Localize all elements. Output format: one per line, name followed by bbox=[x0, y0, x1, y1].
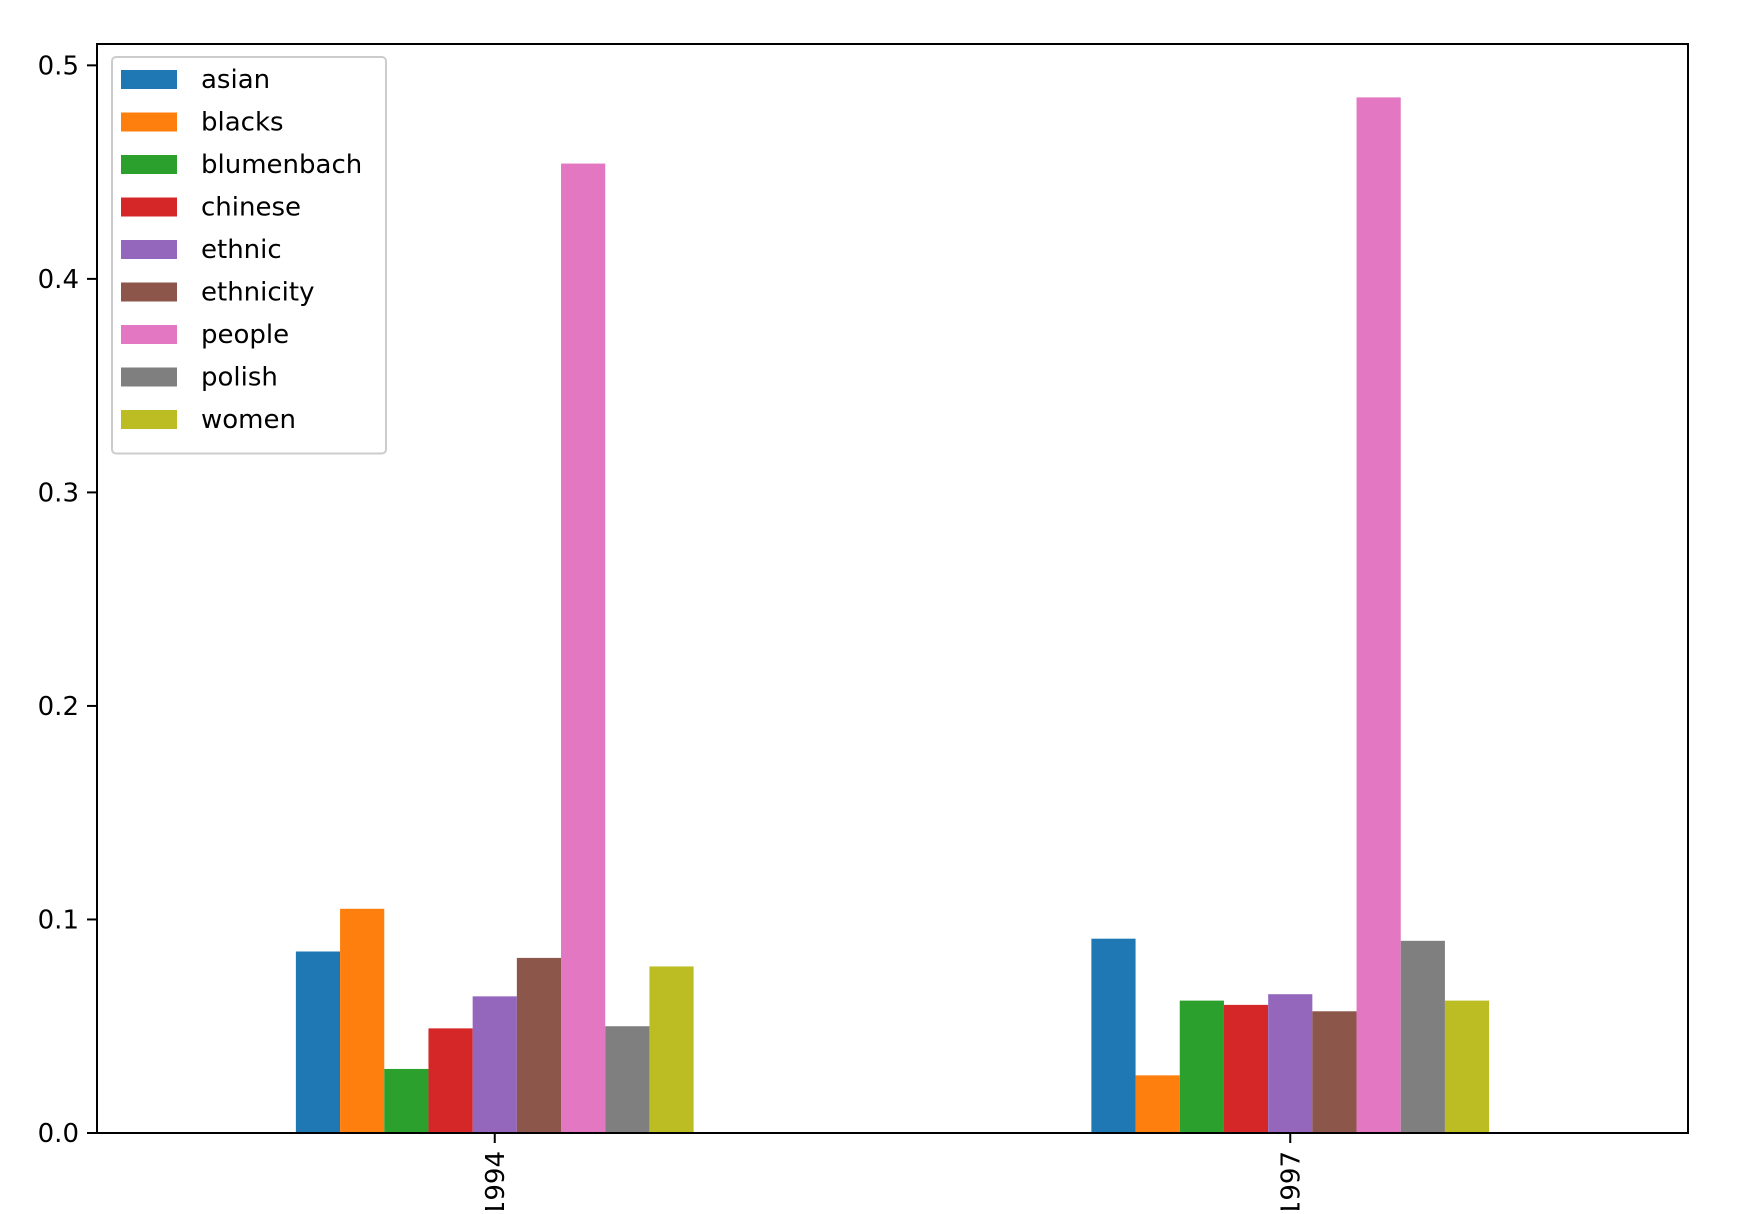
legend-swatch-polish bbox=[121, 367, 177, 387]
legend-frame bbox=[111, 56, 387, 455]
bar-blumenbach-1997 bbox=[1179, 1000, 1224, 1133]
y-tick-label: 0.0 bbox=[38, 1119, 79, 1149]
legend-label-chinese: chinese bbox=[201, 193, 301, 223]
legend-swatch-ethnicity bbox=[121, 282, 177, 302]
bar-polish-1994 bbox=[605, 1026, 650, 1133]
bar-chinese-1994 bbox=[428, 1028, 473, 1133]
bar-asian-1997 bbox=[1091, 938, 1136, 1133]
y-tick-label: 0.3 bbox=[38, 478, 79, 508]
bar-women-1997 bbox=[1444, 1000, 1490, 1133]
y-tick-label: 0.1 bbox=[38, 905, 79, 935]
legend-label-ethnic: ethnic bbox=[201, 235, 282, 265]
bar-blacks-1997 bbox=[1135, 1075, 1180, 1133]
legend-label-blumenbach: blumenbach bbox=[201, 150, 362, 180]
legend-label-people: people bbox=[201, 320, 289, 350]
bar-asian-1994 bbox=[295, 951, 341, 1133]
bar-ethnic-1994 bbox=[472, 996, 517, 1133]
legend-swatch-people bbox=[121, 325, 177, 344]
legend-label-asian: asian bbox=[201, 65, 270, 95]
bar-people-1994 bbox=[561, 163, 606, 1133]
legend-swatch-blumenbach bbox=[121, 155, 177, 174]
bars bbox=[295, 97, 1490, 1134]
legend-swatch-chinese bbox=[121, 197, 177, 217]
bar-ethnicity-1994 bbox=[516, 957, 562, 1133]
y-tick-label: 0.4 bbox=[38, 265, 79, 295]
legend-swatch-ethnic bbox=[121, 240, 177, 259]
y-axis: 0.0 0.1 0.2 0.3 0.4 0.5 bbox=[38, 51, 97, 1149]
legend-label-polish: polish bbox=[201, 363, 278, 393]
x-tick-label: 1994 bbox=[481, 1151, 511, 1210]
legend-label-ethnicity: ethnicity bbox=[201, 278, 314, 308]
bar-people-1997 bbox=[1356, 97, 1401, 1134]
y-tick-label: 0.2 bbox=[38, 692, 79, 722]
legend-swatch-blacks bbox=[121, 112, 177, 132]
bar-chinese-1997 bbox=[1223, 1004, 1269, 1133]
bar-ethnicity-1997 bbox=[1312, 1011, 1357, 1133]
legend: asian blacks blumenbach chinese ethnic ethnic… bbox=[111, 56, 387, 455]
x-axis: 1994 1997 bbox=[481, 1133, 1306, 1214]
bar-blacks-1994 bbox=[340, 908, 385, 1133]
bar-women-1994 bbox=[649, 966, 694, 1133]
y-tick-label: 0.5 bbox=[38, 51, 79, 81]
legend-label-women: women bbox=[201, 405, 296, 435]
legend-swatch-asian bbox=[121, 70, 177, 89]
bar-polish-1997 bbox=[1400, 940, 1445, 1133]
bar-ethnic-1997 bbox=[1268, 994, 1313, 1133]
legend-swatch-women bbox=[121, 410, 177, 429]
bar-blumenbach-1994 bbox=[384, 1068, 429, 1133]
plot-area-frame bbox=[96, 43, 1689, 1134]
legend-label-blacks: blacks bbox=[201, 108, 284, 138]
x-tick-label: 1997 bbox=[1276, 1151, 1306, 1210]
